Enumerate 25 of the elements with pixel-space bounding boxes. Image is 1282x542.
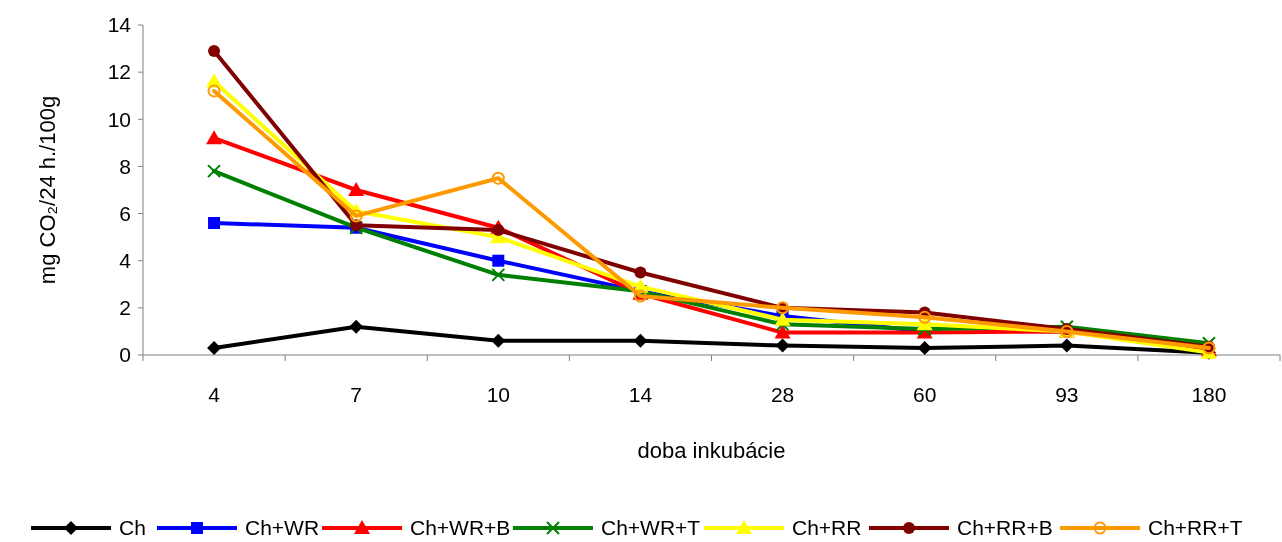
y-tick-label: 10	[107, 107, 131, 131]
x-tick-label: 180	[1191, 383, 1227, 406]
x-tick-label: 7	[350, 383, 363, 406]
y-axis-title: mg CO₂/24 h./100g	[35, 95, 60, 285]
legend-label: Ch+WR+B	[410, 516, 511, 540]
x-tick-label: 4	[208, 383, 221, 406]
x-tick-label: 10	[486, 383, 510, 406]
y-tick-label: 8	[119, 154, 131, 178]
x-tick-label: 14	[628, 383, 653, 406]
legend-label: Ch+RR+B	[957, 516, 1053, 540]
legend-label: Ch+RR	[792, 516, 862, 540]
y-tick-label: 6	[119, 201, 131, 225]
x-axis-title: doba inkubácie	[637, 438, 786, 463]
y-tick-label: 2	[119, 296, 131, 320]
y-tick-label: 4	[119, 249, 132, 273]
legend-label: Ch+WR+T	[601, 516, 701, 540]
legend-label: Ch+WR	[245, 516, 320, 540]
y-tick-label: 12	[107, 60, 131, 84]
y-tick-label: 0	[119, 343, 131, 367]
x-tick-label: 60	[913, 383, 937, 406]
x-tick-label: 93	[1055, 383, 1079, 406]
y-tick-label: 14	[107, 13, 132, 37]
legend-label: Ch+RR+T	[1148, 516, 1243, 540]
x-tick-label: 28	[770, 383, 795, 406]
legend-label: Ch	[119, 516, 146, 540]
